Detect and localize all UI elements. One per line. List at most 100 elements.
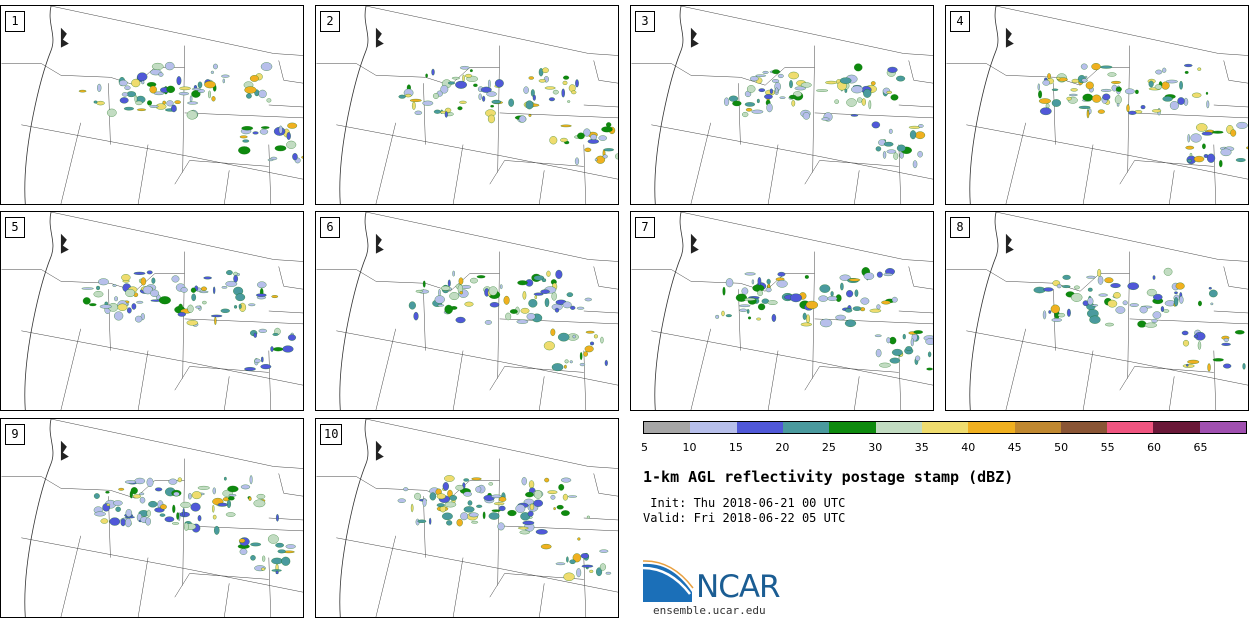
state-border [903,53,933,56]
reflectivity-cell [1202,143,1206,150]
reflectivity-cell [896,75,906,82]
reflectivity-cell [482,511,486,520]
reflectivity-cell [598,135,607,141]
reflectivity-cell [446,520,453,526]
reflectivity-cell [275,542,284,548]
reflectivity-cell [744,297,756,301]
reflectivity-cell [1184,70,1189,74]
reflectivity-cell [221,74,230,78]
state-border [588,466,618,469]
colorbar-tick-label: 55 [1100,441,1115,454]
reflectivity-cell [1085,81,1094,90]
reflectivity-cell [1242,363,1246,370]
reflectivity-cell [124,85,131,91]
reflectivity-cell [533,499,543,507]
panel-number: 8 [950,217,970,238]
reflectivity-cell [140,277,147,286]
reflectivity-cell [1151,318,1158,323]
reflectivity-cell [113,500,123,506]
reflectivity-cell [224,476,227,481]
state-border [316,476,500,499]
reflectivity-cell [1066,96,1072,101]
reflectivity-cell [744,102,756,107]
reflectivity-cell [204,80,216,89]
state-border [137,557,149,617]
reflectivity-cell [762,70,769,74]
reflectivity-cell [583,128,591,137]
reflectivity-cell [1102,93,1111,101]
reflectivity-cell [902,334,906,340]
reflectivity-cell [250,555,256,561]
reflectivity-cell [447,81,455,85]
reflectivity-cell [1097,268,1102,277]
reflectivity-cell [835,314,846,321]
reflectivity-cell [1190,133,1202,143]
state-border [224,376,230,410]
reflectivity-cell [788,71,799,80]
reflectivity-cell [890,94,899,101]
puget-sound [1005,233,1014,254]
reflectivity-cell [99,304,112,309]
reflectivity-cell [818,295,828,302]
reflectivity-cell [1114,95,1122,105]
reflectivity-cell [214,316,217,325]
reflectivity-cell [777,73,784,79]
reflectivity-cell [267,534,279,544]
reflectivity-cell [540,543,552,550]
reflectivity-cell [604,359,608,366]
reflectivity-cell [1100,89,1112,92]
reflectivity-cell [261,356,264,363]
reflectivity-cell [244,367,256,371]
reflectivity-cell [278,125,283,134]
reflectivity-cell [1177,97,1185,105]
reflectivity-cell [757,303,766,311]
reflectivity-cell [1124,88,1135,95]
state-border [814,318,933,325]
reflectivity-cell [271,295,279,298]
reflectivity-cell [498,496,507,502]
reflectivity-cell [590,134,598,140]
reflectivity-cell [272,333,279,336]
reflectivity-cell [444,475,455,482]
state-border [182,45,185,173]
state-border [1005,328,1026,410]
state-border [1082,144,1094,204]
state-border [1127,251,1130,379]
reflectivity-cell [191,90,201,98]
state-border [1119,160,1214,185]
reflectivity-cell [579,363,586,367]
reflectivity-cell [766,278,771,285]
state-border [539,583,545,617]
reflectivity-cell [893,152,899,160]
reflectivity-cell [1038,90,1043,99]
state-border [278,266,303,290]
reflectivity-cell [93,100,98,104]
reflectivity-cell [261,126,270,129]
state-border [137,350,149,410]
reflectivity-cell [490,104,494,108]
reflectivity-cell [431,68,435,76]
reflectivity-cell [1086,275,1096,279]
reflectivity-cell [587,139,600,144]
reflectivity-cell [1212,358,1224,362]
reflectivity-cell [238,146,251,155]
reflectivity-cell [764,94,773,100]
reflectivity-cell [252,131,259,135]
reflectivity-cell [155,487,163,492]
reflectivity-cell [569,559,576,564]
state-border [365,419,589,467]
reflectivity-cell [486,91,497,97]
colorbar-segment [1199,422,1247,433]
reflectivity-cell [560,137,568,143]
state-border [690,122,711,204]
reflectivity-cell [551,291,557,301]
reflectivity-cell [158,296,171,305]
reflectivity-cell [741,287,749,295]
reflectivity-cell [258,89,267,99]
reflectivity-cell [570,305,576,310]
reflectivity-cell [561,88,565,98]
reflectivity-cell [1186,363,1189,367]
reflectivity-cell [166,100,174,107]
reflectivity-cell [158,72,164,77]
reflectivity-cell [1187,359,1200,364]
